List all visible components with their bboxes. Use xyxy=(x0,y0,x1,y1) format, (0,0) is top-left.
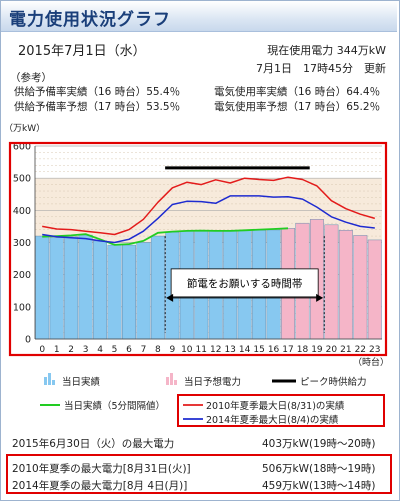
usage-forecast: 電気使用率予想（17 時台）65.2％ xyxy=(214,101,381,113)
annotation-text: 節電をお願いする時間帯 xyxy=(187,277,303,290)
title-bar: 電力使用状況グラフ xyxy=(1,1,397,32)
legend-actual-swatch xyxy=(48,373,51,385)
five-minute-line xyxy=(42,227,289,246)
actual-bar xyxy=(93,240,108,340)
x-tick-label: 18 xyxy=(297,345,309,355)
x-tick-label: 2 xyxy=(68,345,74,355)
actual-bar xyxy=(49,237,64,340)
forecast-bar xyxy=(353,235,368,340)
x-tick-label: 3 xyxy=(83,345,89,355)
reserve-forecast: 供給予備率予想（17 時台）53.5％ xyxy=(14,101,181,113)
y-tick-label: 600 xyxy=(13,142,31,153)
footer-value-3: 459万kW(13時〜14時) xyxy=(262,480,376,492)
x-tick-label: 5 xyxy=(112,345,118,355)
x-tick-label: 19 xyxy=(311,345,323,355)
actual-bar xyxy=(122,244,136,340)
legend-highlight-box xyxy=(177,394,385,427)
plot-highlight-box xyxy=(8,141,388,357)
footer-label-3: 2014年夏季の最大電力[8月 4日(月)] xyxy=(12,480,188,492)
usage-actual: 電気使用率実績（16 時台）64.4％ xyxy=(214,86,381,98)
x-tick-label: 16 xyxy=(268,345,280,355)
line-2014-max xyxy=(42,195,375,244)
x-tick-label: 4 xyxy=(97,345,103,355)
annotation-box xyxy=(170,268,319,298)
y-tick-label: 100 xyxy=(13,302,31,313)
footer-value-1: 403万kW(19時〜20時) xyxy=(262,438,376,450)
y-tick-label: 0 xyxy=(25,335,31,346)
legend-2010-label: 2010年夏季最大日(8/31)の実績 xyxy=(206,400,345,412)
update-time: 7月1日 17時45分 更新 xyxy=(256,62,386,75)
legend-forecast-swatch xyxy=(170,373,173,385)
x-tick-label: 13 xyxy=(224,345,235,355)
x-tick-label: 1 xyxy=(54,345,60,355)
reference-label: （参考） xyxy=(10,72,52,84)
current-date: 2015年7月1日（水） xyxy=(18,44,146,59)
y-tick-label: 200 xyxy=(13,270,31,281)
actual-bar xyxy=(64,236,79,340)
page-title: 電力使用状況グラフ xyxy=(9,10,171,30)
x-tick-label: 7 xyxy=(141,345,147,355)
x-tick-label: 0 xyxy=(39,345,45,355)
footer-label-1: 2015年6月30日（火）の最大電力 xyxy=(12,438,175,450)
current-usage: 現在使用電力 344万kW xyxy=(267,44,386,57)
forecast-bar xyxy=(367,239,382,340)
actual-bar xyxy=(136,242,151,340)
actual-bar xyxy=(35,235,50,340)
x-tick-label: 22 xyxy=(355,345,366,355)
arrow-head-right xyxy=(316,293,324,302)
actual-bar xyxy=(107,244,122,340)
x-tick-label: 14 xyxy=(239,345,251,355)
line-2010-max xyxy=(42,176,376,236)
legend-2014-label: 2014年夏季最大日(8/4)の実績 xyxy=(206,414,339,426)
footer-value-2: 506万kW(18時〜19時) xyxy=(262,463,376,475)
forecast-bar xyxy=(324,224,339,340)
x-tick-label: 15 xyxy=(253,345,264,355)
x-tick-label: 10 xyxy=(181,345,193,355)
reserve-actual: 供給予備率実績（16 時台）55.4％ xyxy=(14,86,181,98)
x-tick-label: 9 xyxy=(169,345,175,355)
y-tick-label: 300 xyxy=(13,238,31,249)
actual-bar xyxy=(150,235,165,340)
legend-forecast-swatch xyxy=(174,380,177,385)
legend-five-minute-label: 当日実績（5分間隔値） xyxy=(64,400,165,412)
x-tick-label: 23 xyxy=(369,345,380,355)
footer-highlight-box xyxy=(6,454,392,494)
legend-peak-label: ピーク時供給力 xyxy=(300,376,367,388)
forecast-bar xyxy=(338,230,353,340)
x-tick-label: 11 xyxy=(196,345,207,355)
legend-forecast-label: 当日予想電力 xyxy=(184,376,241,388)
y-axis-unit: （万kW） xyxy=(4,123,45,134)
arrow-head-left xyxy=(166,293,174,302)
x-tick-label: 20 xyxy=(326,345,338,355)
y-tick-label: 400 xyxy=(13,206,31,217)
x-tick-label: 21 xyxy=(340,345,351,355)
x-tick-label: 8 xyxy=(155,345,161,355)
x-tick-label: 17 xyxy=(282,345,293,355)
x-axis-unit: （時台） xyxy=(353,356,389,368)
legend-forecast-swatch xyxy=(166,377,169,385)
legend-actual-swatch xyxy=(52,380,55,385)
x-tick-label: 6 xyxy=(126,345,132,355)
y-tick-label: 500 xyxy=(13,174,31,185)
footer-label-2: 2010年夏季の最大電力[8月31日(火)] xyxy=(12,463,191,475)
legend-actual-label: 当日実績 xyxy=(62,376,101,388)
legend-actual-swatch xyxy=(44,377,47,385)
actual-bar xyxy=(78,234,93,340)
x-tick-label: 12 xyxy=(210,345,221,355)
